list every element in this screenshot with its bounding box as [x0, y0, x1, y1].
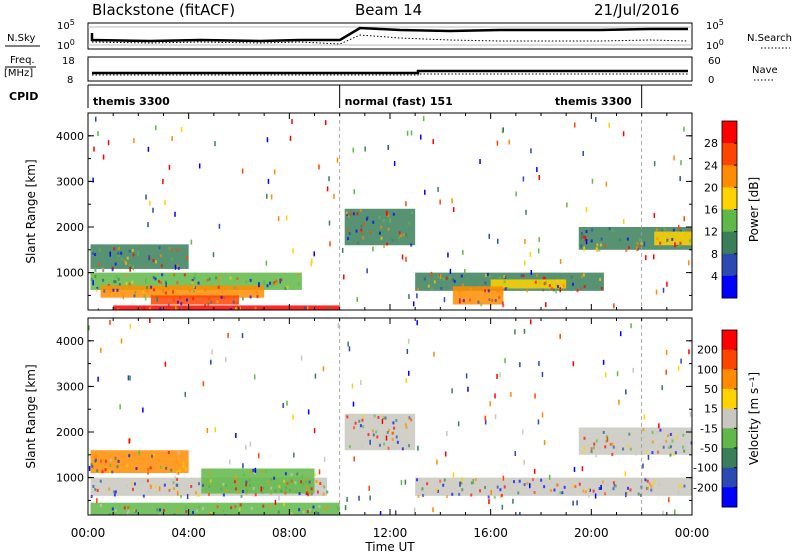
noise-panel: N.Sky 105 100 105 100 N.Search: [5, 18, 792, 52]
colorbar-tick-label: 50: [704, 383, 718, 396]
heatmap-band: [415, 477, 692, 499]
heatmap-band: [452, 286, 505, 308]
colorbar-title: Velocity [m s⁻¹]: [747, 372, 761, 465]
nave-trace: [92, 73, 688, 76]
noise-right-tick-bottom: 100: [706, 38, 724, 52]
colorbar-tick-label: 28: [704, 137, 718, 150]
freq-panel: Freq. [MHz] 18 8 60 0 Nave: [4, 55, 778, 86]
colorbar-tick-label: 15: [704, 403, 718, 416]
heatmap-band: [578, 427, 692, 458]
freq-trace: [92, 69, 688, 75]
cpid-panel: CPID themis 3300 normal (fast) 151 themis …: [9, 84, 692, 108]
colorbar-tick-label: -50: [700, 442, 718, 455]
x-tick-label: 00:00: [675, 526, 710, 540]
cpid-segment-label: normal (fast) 151: [345, 95, 453, 108]
colorbar-tick-label: 20: [704, 181, 718, 194]
colorbar: 4 8 12 16 20 24 28 Power [dB]: [704, 120, 761, 299]
x-tick-label: 08:00: [272, 526, 307, 540]
heatmap-band: [113, 305, 340, 310]
radar-title: Blackstone (fitACF): [92, 1, 235, 19]
colorbar-tick-label: 100: [697, 363, 718, 376]
power-heatmap: 1000 2000 3000 4000 Slant Range [km] 4 8 12 16 20…: [24, 112, 761, 311]
noise-search-label: N.Search: [747, 33, 792, 44]
x-axis: 00:00 04:00 08:00 12:00 16:00 20:00 00:00: [71, 526, 710, 540]
heatmap-band: [344, 413, 416, 451]
y-tick-label: 1000: [56, 472, 84, 485]
heatmap-band: [654, 231, 692, 248]
y-axis-title: Slant Range [km]: [24, 159, 38, 263]
colorbar-tick-label: 8: [711, 248, 718, 261]
cpid-label: CPID: [9, 90, 38, 103]
y-tick-label: 2000: [56, 221, 84, 234]
heatmap-band: [90, 450, 189, 475]
noise-sky-label: N.Sky: [7, 33, 35, 44]
freq-left-tick-top: 18: [62, 56, 75, 67]
y-tick-label: 3000: [56, 175, 84, 188]
x-tick-label: 00:00: [71, 526, 106, 540]
date-title: 21/Jul/2016: [594, 1, 679, 19]
colorbar-tick-label: 200: [697, 344, 718, 357]
scatter-echoes: [92, 116, 690, 310]
freq-label-1: Freq.: [10, 55, 35, 66]
freq-left-tick-bottom: 8: [67, 75, 73, 86]
y-tick-label: 4000: [56, 130, 84, 143]
freq-right-tick-bottom: 0: [708, 75, 714, 86]
heatmap-band: [201, 468, 317, 497]
beam-title: Beam 14: [355, 1, 422, 19]
colorbar-tick-label: 12: [704, 226, 718, 239]
cpid-segment-label: themis 3300: [555, 95, 632, 108]
colorbar-tick-label: 4: [711, 270, 718, 283]
cpid-segment-label: themis 3300: [93, 95, 170, 108]
y-axis-title: Slant Range [km]: [24, 364, 38, 468]
colorbar-title: Power [dB]: [747, 177, 761, 242]
noise-left-tick-top: 105: [57, 18, 75, 32]
heatmap-band: [90, 244, 189, 272]
x-tick-label: 04:00: [171, 526, 206, 540]
scatter-echoes: [88, 318, 692, 515]
heatmap-band: [90, 502, 340, 515]
colorbar-tick-label: -200: [693, 481, 718, 494]
nave-label: Nave: [752, 65, 778, 76]
y-tick-label: 4000: [56, 335, 84, 348]
colorbar-tick-label: -15: [700, 422, 718, 435]
colorbar-tick-label: -100: [693, 462, 718, 475]
freq-right-tick-top: 60: [708, 56, 721, 67]
heatmap-band: [150, 295, 239, 308]
heatmap-band: [344, 208, 416, 248]
freq-label-2: [MHz]: [4, 68, 33, 79]
colorbar-tick-label: 16: [704, 204, 718, 217]
noise-search-trace: [91, 34, 689, 45]
y-tick-label: 2000: [56, 426, 84, 439]
x-tick-label: 20:00: [574, 526, 609, 540]
heatmap-band: [490, 279, 567, 292]
noise-left-tick-bottom: 100: [57, 38, 75, 52]
x-axis-title: Time UT: [364, 540, 415, 554]
velocity-heatmap: 1000 2000 3000 4000 Slant Range [km] 200 100 50…: [24, 317, 761, 516]
colorbar: 200 100 50 15 -15 -50 -100 -200 Velocity [m s⁻¹]: [693, 329, 761, 508]
x-tick-label: 12:00: [373, 526, 408, 540]
y-tick-label: 1000: [56, 267, 84, 280]
x-tick-label: 16:00: [473, 526, 508, 540]
colorbar-tick-label: 24: [704, 159, 718, 172]
noise-sky-trace: [90, 26, 688, 43]
noise-right-tick-top: 105: [706, 18, 724, 32]
y-tick-label: 3000: [56, 380, 84, 393]
